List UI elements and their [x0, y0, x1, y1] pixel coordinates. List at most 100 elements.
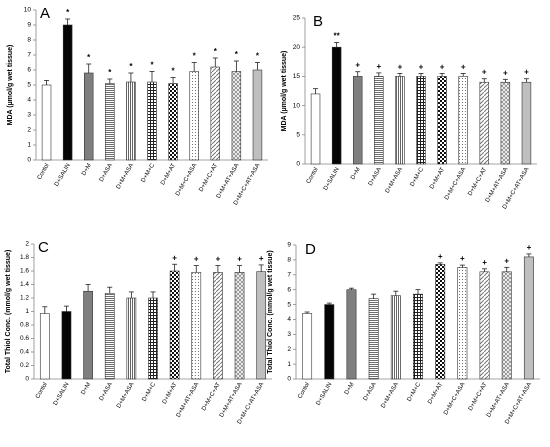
- y-axis-label: MDA (µmol/g wet tissue): [7, 45, 14, 126]
- y-tick-label: 1.6: [20, 268, 29, 275]
- significance-marker: *: [129, 62, 133, 71]
- significance-marker: *: [108, 68, 112, 77]
- x-tick-label: Contol: [306, 167, 320, 185]
- bar: [41, 84, 52, 161]
- x-tick-label: D+M: [344, 382, 356, 396]
- y-tick-label: 0: [287, 376, 291, 383]
- bar: [457, 267, 468, 380]
- panel-label: C: [38, 239, 49, 256]
- x-tick-label: D+ASA: [99, 163, 114, 183]
- x-tick-label: Contol: [297, 382, 311, 400]
- x-tick-label: D+M+C: [141, 162, 157, 183]
- significance-marker: +: [527, 243, 532, 252]
- x-tick-label: D+M+ASA: [116, 163, 135, 191]
- panel-d: D 0 1 2 3 4 5 6 7 8 9 Total Thiol Conc. (mmol/g wet…: [267, 241, 540, 425]
- bar: [368, 298, 379, 380]
- y-tick-label: 15: [293, 73, 301, 80]
- y-tick-label: 1: [27, 142, 31, 149]
- y-tick-label: 8: [27, 37, 31, 44]
- y-tick-label: 0.4: [20, 349, 29, 356]
- bar: [416, 76, 426, 165]
- significance-marker: +: [194, 255, 199, 264]
- y-tick-label: 1.2: [20, 295, 29, 302]
- x-tick-label: D+M: [81, 382, 93, 396]
- y-tick-label: 2: [287, 346, 291, 353]
- x-tick-label: D+M+C+ASA: [175, 163, 198, 197]
- significance-marker: +: [419, 62, 424, 71]
- x-tick-label: D+M: [350, 167, 362, 181]
- y-tick-label: 2: [27, 127, 31, 134]
- y-tick-label: 6: [287, 286, 291, 293]
- y-tick-label: 0: [25, 376, 29, 383]
- x-tick-label: D+M+AT+ASA: [486, 382, 511, 419]
- bar: [458, 76, 468, 165]
- bar: [479, 271, 490, 380]
- significance-marker: +: [504, 256, 509, 265]
- x-tick-label: D+M+ASA: [116, 382, 135, 410]
- x-tick-label: D+M+ASA: [385, 167, 404, 195]
- x-tick-label: Contol: [37, 163, 51, 181]
- y-tick-label: 10: [293, 102, 301, 109]
- y-tick-label: 1: [25, 308, 29, 315]
- bar: [302, 313, 313, 380]
- significance-marker: +: [482, 68, 487, 77]
- bar: [310, 93, 321, 165]
- significance-marker: *: [193, 52, 197, 61]
- x-tick-label: D+M+C: [142, 381, 158, 402]
- bar: [252, 69, 263, 161]
- significance-marker: +: [503, 68, 508, 77]
- significance-marker: +: [440, 62, 445, 71]
- y-tick-label: 0: [296, 161, 300, 168]
- bar: [234, 272, 245, 380]
- significance-marker: +: [237, 255, 242, 264]
- significance-marker: *: [214, 47, 218, 56]
- bar: [148, 297, 158, 380]
- x-tick-label: D+M+AT+ASA: [485, 167, 510, 204]
- y-tick-label: 7: [287, 271, 291, 278]
- y-tick-label: 5: [27, 82, 31, 89]
- significance-marker: +: [460, 254, 465, 263]
- x-tick-label: D+M+C+AT: [467, 167, 488, 197]
- significance-marker: +: [355, 61, 360, 70]
- bar: [126, 81, 136, 161]
- significance-marker: +: [524, 68, 529, 77]
- bar: [169, 270, 180, 380]
- x-tick-label: D+M+AT+ASA: [219, 382, 244, 419]
- x-tick-label: D+SALIN: [54, 163, 72, 188]
- y-tick-label: 4: [27, 97, 31, 104]
- y-tick-label: 1: [287, 361, 291, 368]
- y-tick-label: 10: [24, 7, 32, 14]
- bar: [395, 76, 405, 165]
- y-tick-label: 8: [287, 257, 291, 264]
- panel-label: B: [313, 13, 323, 30]
- x-tick-label: D+M+AT: [429, 167, 446, 191]
- significance-marker: +: [172, 253, 177, 262]
- x-tick-label: D+M+AT: [427, 382, 444, 406]
- bar: [83, 290, 93, 380]
- bar: [213, 272, 223, 380]
- bar: [390, 295, 401, 380]
- x-tick-label: D+M+C+AT: [201, 382, 222, 412]
- bar: [346, 289, 357, 380]
- bar: [126, 297, 137, 380]
- significance-marker: *: [256, 52, 260, 61]
- bar: [437, 76, 447, 165]
- y-tick-label: 6: [27, 67, 31, 74]
- bar: [210, 66, 221, 161]
- x-tick-label: D+M+AT: [160, 163, 177, 187]
- x-tick-label: D+M+C: [410, 166, 426, 187]
- significance-marker: *: [66, 8, 70, 17]
- y-axis-label: Total Thiol Conc. (mmol/g wet tissue): [267, 250, 274, 374]
- y-tick-label: 5: [287, 301, 291, 308]
- x-tick-label: D+M: [81, 163, 93, 177]
- y-tick-label: 3: [27, 112, 31, 119]
- bar: [435, 264, 446, 380]
- x-tick-label: D+SALIN: [323, 167, 341, 192]
- x-tick-label: D+M+C+ASA: [443, 382, 466, 416]
- y-tick-label: 25: [293, 15, 301, 22]
- y-tick-label: 0.8: [20, 322, 29, 329]
- panel-b: B 0 5 10 15 20 25 MDA (µmol/g wet tissue) Contol…: [281, 13, 537, 210]
- panel-label: D: [305, 241, 316, 258]
- bar: [105, 83, 115, 161]
